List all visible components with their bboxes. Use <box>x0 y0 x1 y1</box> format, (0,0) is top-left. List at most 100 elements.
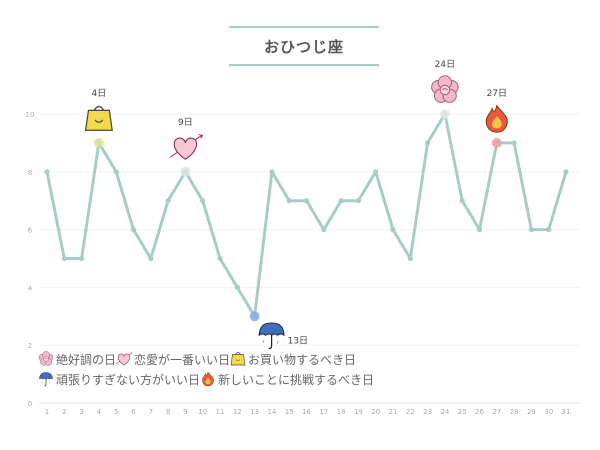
legend-icon-graphic <box>38 351 54 366</box>
x-tick-label: 19 <box>354 408 363 416</box>
annotation-label: 24日 <box>435 59 455 70</box>
data-point <box>234 284 240 290</box>
highlight-point <box>249 311 260 322</box>
legend-row: 頑張りすぎない方がいい日 新しいことに挑戦するべき日 <box>38 369 374 389</box>
data-point <box>563 169 569 175</box>
data-point <box>321 227 327 233</box>
x-tick-label: 11 <box>216 408 225 416</box>
fire-icon <box>485 104 508 133</box>
data-point <box>546 227 552 233</box>
legend-item: 絶好調の日 <box>38 351 116 368</box>
annotation-label: 4日 <box>92 88 107 99</box>
data-point <box>459 198 465 204</box>
data-point <box>476 227 483 233</box>
data-point <box>511 140 517 146</box>
x-tick-label: 18 <box>337 408 346 416</box>
legend-item: お買い物するべき日 <box>230 351 356 368</box>
heart-arrow-icon <box>116 351 133 367</box>
x-tick-label: 25 <box>458 408 467 416</box>
x-tick-label: 15 <box>285 408 294 416</box>
legend-icon-shape <box>39 372 53 387</box>
x-tick-label: 4 <box>97 408 102 416</box>
y-tick-label: 8 <box>28 169 32 177</box>
data-point <box>61 255 67 262</box>
data-point <box>338 198 344 204</box>
umbrella-icon <box>258 322 285 350</box>
legend-label: 新しいことに挑戦するべき日 <box>218 372 375 387</box>
x-tick-label: 10 <box>198 408 207 416</box>
x-tick-label: 13 <box>250 408 259 416</box>
data-point <box>303 198 310 204</box>
legend-item: 新しいことに挑戦するべき日 <box>200 371 374 388</box>
fire-icon <box>200 371 216 387</box>
data-point <box>286 198 292 204</box>
x-tick-label: 27 <box>492 408 501 416</box>
x-tick-label: 12 <box>233 408 242 416</box>
data-point <box>130 227 137 233</box>
highlight-point <box>439 109 450 119</box>
data-point <box>148 255 154 262</box>
legend-icon-graphic <box>39 372 53 387</box>
highlight-point <box>180 166 191 177</box>
data-point <box>425 140 431 146</box>
annotation-label: 27日 <box>487 88 507 99</box>
x-tick-label: 22 <box>406 408 415 416</box>
data-point <box>355 198 361 204</box>
shopping-bag-icon <box>84 105 113 131</box>
x-tick-label: 26 <box>475 408 484 416</box>
chart-legend: 絶好調の日 恋愛が一番いい日 お買い物するべき日頑張りすぎない方がいい日 新しいことに… <box>38 349 374 389</box>
data-point <box>44 169 50 175</box>
x-tick-label: 21 <box>389 408 398 416</box>
y-tick-label: 0 <box>28 400 32 408</box>
shopping-bag-icon <box>230 351 246 367</box>
highlight-point <box>93 137 104 148</box>
y-tick-label: 4 <box>28 284 33 292</box>
x-tick-label: 29 <box>527 408 536 416</box>
legend-icon-shape <box>230 352 246 366</box>
x-tick-label: 16 <box>302 408 311 416</box>
data-point <box>113 169 119 175</box>
data-point <box>528 227 535 233</box>
x-tick-label: 8 <box>166 408 170 416</box>
x-tick-label: 7 <box>149 408 153 416</box>
flower-icon <box>38 351 54 367</box>
legend-icon-graphic <box>230 352 246 366</box>
x-tick-label: 20 <box>371 408 380 416</box>
data-point <box>390 227 396 233</box>
data-point <box>407 255 413 262</box>
x-tick-label: 2 <box>62 408 66 416</box>
legend-item: 恋愛が一番いい日 <box>116 351 230 368</box>
data-point <box>373 169 379 175</box>
x-tick-label: 30 <box>544 408 553 416</box>
legend-icon-graphic <box>116 351 133 366</box>
x-tick-label: 5 <box>114 408 118 416</box>
x-tick-label: 9 <box>183 408 187 416</box>
x-tick-label: 1 <box>45 408 49 416</box>
data-point <box>217 255 223 262</box>
x-tick-label: 24 <box>440 408 449 416</box>
x-tick-label: 17 <box>319 408 328 416</box>
chart-title: おひつじ座 <box>263 37 344 56</box>
x-tick-label: 23 <box>423 408 432 416</box>
legend-label: 恋愛が一番いい日 <box>134 352 231 367</box>
x-tick-label: 28 <box>510 408 519 416</box>
data-point <box>79 255 85 262</box>
legend-row: 絶好調の日 恋愛が一番いい日 お買い物するべき日 <box>38 349 374 369</box>
legend-label: 頑張りすぎない方がいい日 <box>56 372 201 387</box>
data-point <box>200 198 206 204</box>
legend-label: お買い物するべき日 <box>248 352 357 367</box>
data-point <box>269 169 275 175</box>
legend-item: 頑張りすぎない方がいい日 <box>38 371 200 388</box>
data-point <box>165 198 171 204</box>
y-tick-label: 10 <box>26 111 35 119</box>
x-tick-label: 14 <box>267 408 276 416</box>
heart-arrow-icon <box>169 133 204 160</box>
series-line <box>45 112 568 318</box>
umbrella-icon <box>38 371 54 387</box>
highlight-point <box>491 137 502 148</box>
x-tick-label: 31 <box>562 408 571 416</box>
annotation-label: 13日 <box>288 335 308 346</box>
legend-icon-shape <box>202 371 214 387</box>
